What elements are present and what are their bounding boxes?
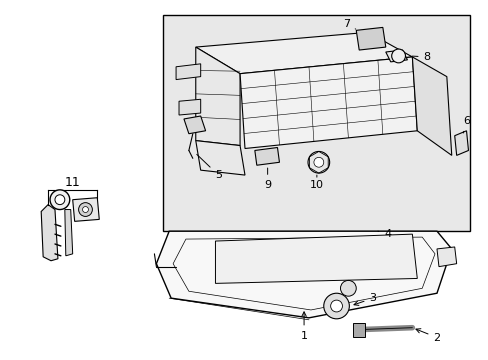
Text: 4: 4	[377, 229, 390, 239]
Text: 7: 7	[342, 19, 355, 30]
Polygon shape	[436, 247, 456, 267]
Polygon shape	[215, 234, 416, 283]
Circle shape	[340, 280, 356, 296]
Circle shape	[391, 49, 405, 63]
Polygon shape	[65, 210, 73, 256]
Polygon shape	[195, 32, 411, 74]
Polygon shape	[73, 198, 99, 221]
Circle shape	[307, 152, 329, 173]
Circle shape	[82, 207, 88, 212]
Polygon shape	[454, 131, 468, 156]
Circle shape	[55, 195, 65, 204]
Polygon shape	[156, 231, 451, 318]
Polygon shape	[240, 57, 416, 148]
Circle shape	[323, 293, 348, 319]
Polygon shape	[195, 141, 244, 175]
Text: 1: 1	[300, 312, 307, 341]
Polygon shape	[411, 57, 451, 156]
Text: 11: 11	[65, 176, 81, 189]
Circle shape	[330, 300, 342, 312]
Bar	[352, 323, 365, 337]
Text: 9: 9	[264, 168, 271, 190]
Polygon shape	[179, 99, 200, 115]
Polygon shape	[356, 27, 385, 50]
Circle shape	[313, 157, 323, 167]
Polygon shape	[254, 148, 279, 165]
Circle shape	[79, 203, 92, 216]
Text: 3: 3	[353, 293, 376, 305]
Polygon shape	[163, 15, 469, 231]
Polygon shape	[385, 50, 407, 62]
Text: 6: 6	[462, 116, 469, 133]
Polygon shape	[176, 64, 200, 80]
Polygon shape	[183, 116, 205, 134]
Text: 5: 5	[196, 154, 222, 180]
Text: 10: 10	[309, 175, 323, 190]
Text: 2: 2	[415, 329, 440, 342]
Polygon shape	[195, 47, 240, 145]
Polygon shape	[41, 204, 58, 261]
Text: 8: 8	[411, 52, 430, 62]
Circle shape	[50, 190, 70, 210]
